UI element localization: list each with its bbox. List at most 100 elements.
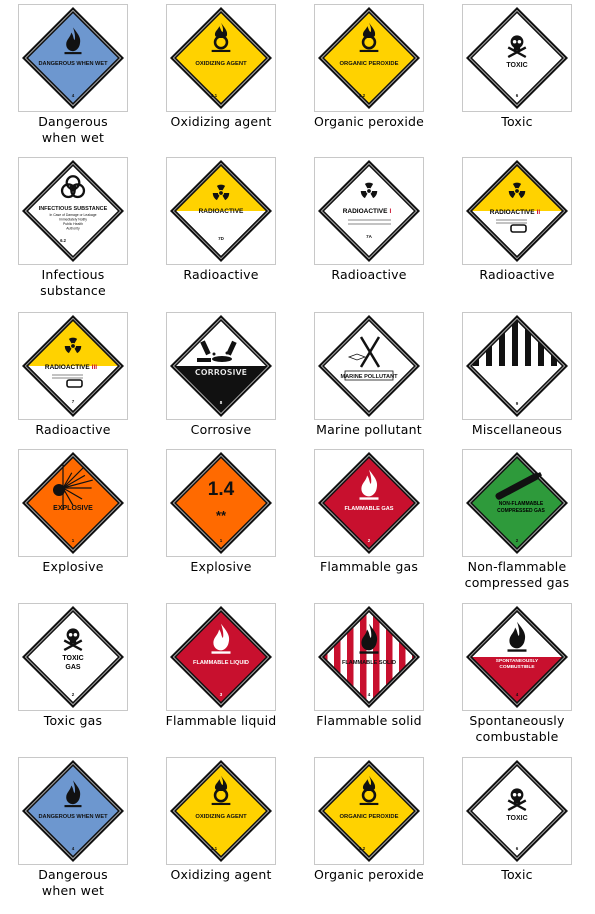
transport-index-box xyxy=(66,379,83,388)
sign-label-line: COMPRESSED GAS xyxy=(497,508,545,514)
sign-label: ORGANIC PEROXIDE xyxy=(340,61,399,67)
sign-label: EXPLOSIVE xyxy=(53,505,93,512)
hazard-diamond: 9 xyxy=(466,315,568,417)
sign-caption: Flammable solid xyxy=(295,713,443,729)
sign-caption: Corrosive xyxy=(147,422,295,438)
hazard-sign-radioactive-ii: RADIOACTIVE II xyxy=(462,157,572,265)
hazard-sign-corrosive: CORROSIVE 8 xyxy=(166,312,276,420)
sign-sub-text: Public Health xyxy=(63,222,83,226)
red-white-stripes xyxy=(323,611,415,703)
sign-label: FLAMMABLE LIQUID xyxy=(193,660,249,666)
flame-over-circle-icon xyxy=(211,775,231,806)
hazard-sign-flammable-gas: FLAMMABLE GAS 2 xyxy=(314,449,424,557)
flame-over-circle-icon xyxy=(359,775,379,806)
biohazard-icon xyxy=(60,175,86,199)
sign-label-line: GAS xyxy=(65,664,81,671)
sign-caption: Spontaneously combustable xyxy=(443,713,591,745)
radiation-trefoil-icon xyxy=(64,337,82,354)
sign-label-line: COMBUSTIBLE xyxy=(499,664,535,670)
sign-caption: Infectious substance xyxy=(0,267,147,299)
sign-label-line: NON-FLAMMABLE xyxy=(499,501,544,507)
sign-caption-line: Non-flammable xyxy=(467,559,567,574)
dead-fish-tree-icon xyxy=(347,336,381,368)
skull-crossbones-icon xyxy=(507,35,527,59)
sign-sub-text: Authority xyxy=(66,227,80,231)
sign-caption: Miscellaneous xyxy=(443,422,591,438)
sign-caption-line: Organic peroxide xyxy=(313,867,425,882)
hazard-diamond: TOXIC 6 xyxy=(466,760,568,862)
sign-label-line: TOXIC xyxy=(62,655,83,662)
hazard-diamond: DANGEROUS WHEN WET 4 xyxy=(22,7,124,109)
sign-caption: Explosive xyxy=(147,559,295,575)
hazard-sign-peroxide: ORGANIC PEROXIDE 5.2 xyxy=(314,757,424,865)
sign-label: FLAMMABLE SOLID xyxy=(342,660,396,666)
hazard-diamond: OXIDIZING AGENT 5.1 xyxy=(170,760,272,862)
sign-caption-line: Flammable gas xyxy=(319,559,419,574)
hazard-sign-toxic: TOXIC 6 xyxy=(462,4,572,112)
hazard-diamond: FLAMMABLE SOLID 4 xyxy=(318,606,420,708)
sign-caption-line: Toxic gas xyxy=(43,713,103,728)
sign-caption-line: Infectious xyxy=(41,267,105,282)
sign-caption-line: Flammable liquid xyxy=(165,713,277,728)
skull-crossbones-icon xyxy=(63,628,83,652)
flame-icon xyxy=(359,469,379,500)
sign-caption-line: Flammable solid xyxy=(316,713,422,728)
hazard-diamond: 1.4 ** 1 xyxy=(170,452,272,554)
sign-label: TOXIC xyxy=(506,62,527,69)
class-number: 3 xyxy=(220,692,223,697)
sign-label: TOXIC xyxy=(506,815,527,822)
sign-caption: Radioactive xyxy=(147,267,295,283)
hazard-diamond: CORROSIVE 8 xyxy=(170,315,272,417)
hazard-sign-toxic: TOXIC 6 xyxy=(462,757,572,865)
hazard-sign-toxic-gas: TOXIC GAS 2 xyxy=(18,603,128,711)
sign-caption: Non-flammable compressed gas xyxy=(443,559,591,591)
compatibility-stars: ** xyxy=(216,508,227,523)
sign-caption: Explosive xyxy=(0,559,147,575)
class-number: 5.1 xyxy=(211,846,218,851)
sign-caption-line: Radioactive xyxy=(35,422,111,437)
class-number: 4 xyxy=(72,846,75,851)
gas-cylinder-icon xyxy=(495,471,543,500)
corrosive-test-tubes-icon xyxy=(197,340,237,362)
class-number: 2 xyxy=(72,692,75,697)
sign-caption: Toxic xyxy=(443,867,591,883)
hazard-sign-spontaneous: SPONTANEOUSLY COMBUSTIBLE 4 xyxy=(462,603,572,711)
sign-caption: Dangerous when wet xyxy=(0,867,147,899)
radiation-trefoil-icon xyxy=(360,182,378,199)
sign-label: MARINE POLLUTANT xyxy=(340,374,398,380)
roman-numeral: I xyxy=(389,208,391,215)
sign-label: RADIOACTIVE II xyxy=(490,209,541,216)
hazard-sign-oxidizer: OXIDIZING AGENT 5.1 xyxy=(166,4,276,112)
class-number: 5.2 xyxy=(359,93,366,98)
sign-label: DANGEROUS WHEN WET xyxy=(39,61,109,67)
hazard-sign-radioactive-yellow: RADIOACTIVE 7D xyxy=(166,157,276,265)
division-number: 1.4 xyxy=(208,479,235,500)
hazard-sign-peroxide: ORGANIC PEROXIDE 5.2 xyxy=(314,4,424,112)
sign-caption: Radioactive xyxy=(0,422,147,438)
class-number: 2 xyxy=(516,538,519,543)
sign-caption-line: Radioactive xyxy=(183,267,259,282)
sign-label: ORGANIC PEROXIDE xyxy=(340,814,399,820)
sign-label: RADIOACTIVE xyxy=(199,208,244,215)
hazard-diamond: EXPLOSIVE 1 xyxy=(22,452,124,554)
hazard-diamond: RADIOACTIVE I 7A xyxy=(318,160,420,262)
class-number: 6.2 xyxy=(60,238,66,243)
hazard-sign-explosive: EXPLOSIVE 1 xyxy=(18,449,128,557)
red-lower-half xyxy=(471,657,563,703)
sign-caption-line: substance xyxy=(40,283,106,298)
hazard-sign-radioactive-white: RADIOACTIVE I 7A xyxy=(314,157,424,265)
class-number: 5.1 xyxy=(211,93,218,98)
sign-caption-line: Explosive xyxy=(42,559,104,574)
hazard-diamond: TOXIC GAS 2 xyxy=(22,606,124,708)
hazard-sign-nonflam-gas: NON-FLAMMABLE COMPRESSED GAS 2 xyxy=(462,449,572,557)
class-number: 6 xyxy=(516,846,519,851)
hazard-sign-wet: DANGEROUS WHEN WET 4 xyxy=(18,4,128,112)
sign-sub-text: Immediately Notify xyxy=(59,218,87,222)
class-number: 8 xyxy=(220,400,223,405)
hazard-sign-misc: 9 xyxy=(462,312,572,420)
flame-icon xyxy=(64,27,82,55)
hazard-diamond: DANGEROUS WHEN WET 4 xyxy=(22,760,124,862)
roman-numeral: II xyxy=(537,209,541,216)
